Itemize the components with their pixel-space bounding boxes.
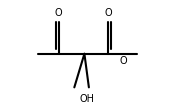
Text: O: O: [104, 8, 112, 18]
Text: O: O: [55, 8, 62, 18]
Text: OH: OH: [79, 94, 94, 104]
Text: O: O: [120, 56, 127, 66]
